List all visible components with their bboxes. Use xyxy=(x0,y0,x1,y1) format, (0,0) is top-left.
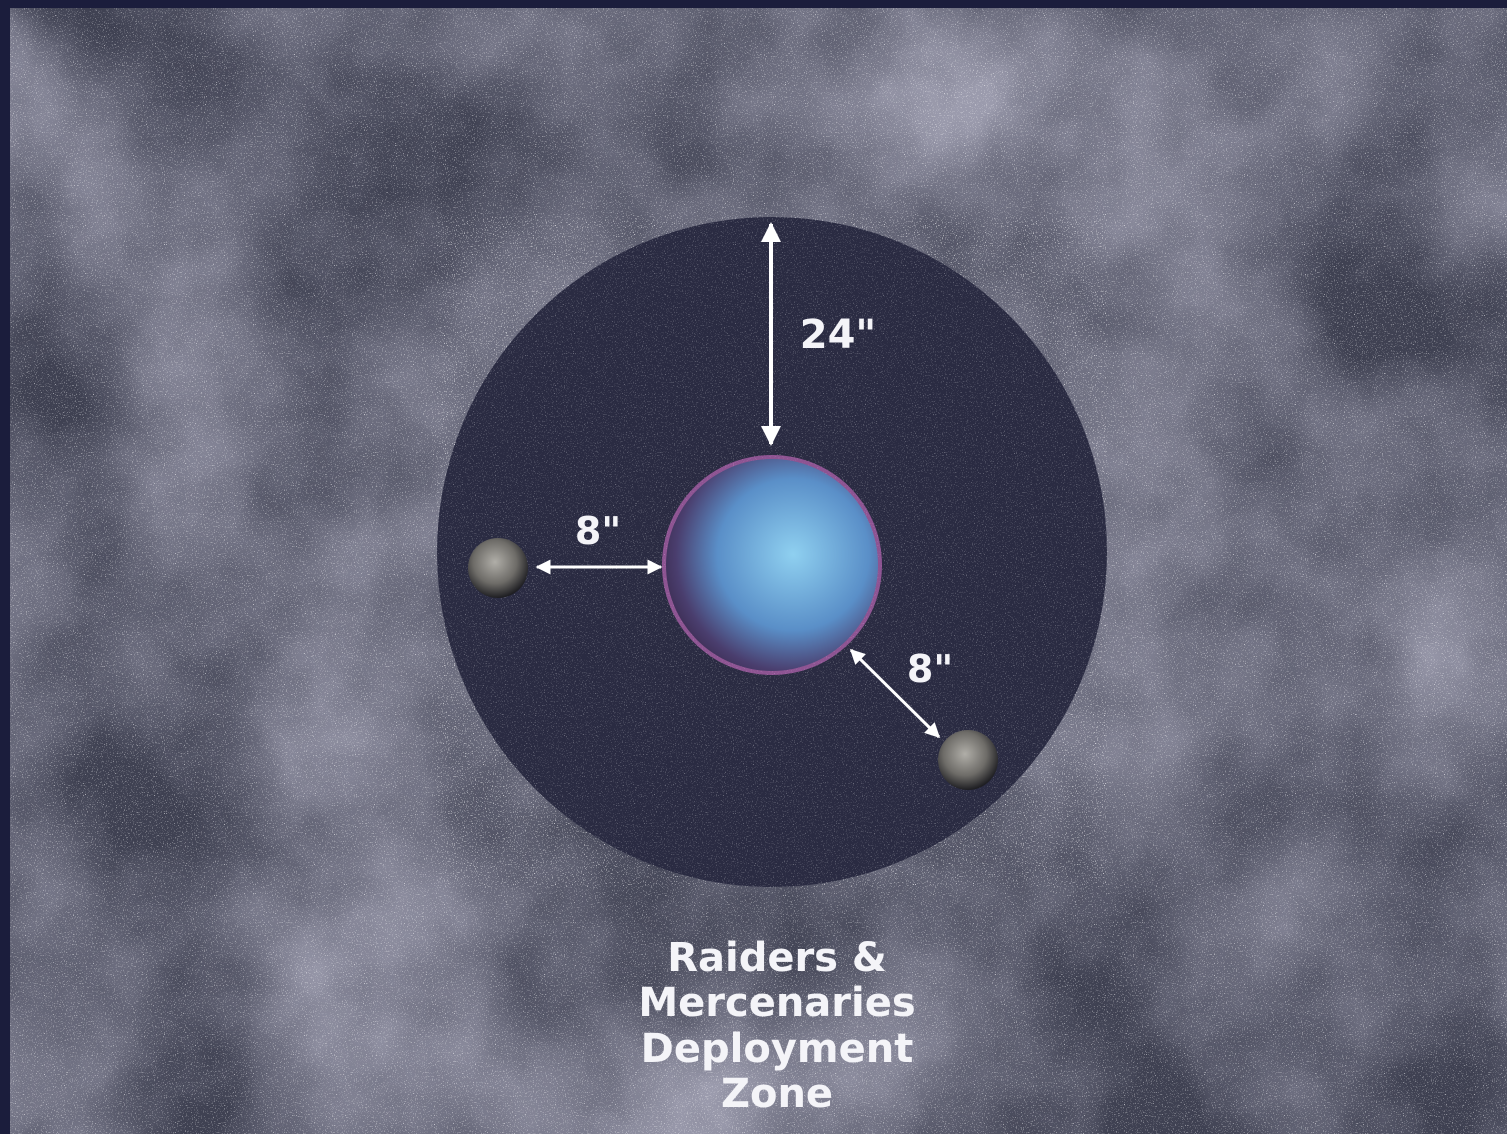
moon xyxy=(938,730,998,790)
distance-label: 24" xyxy=(800,312,877,358)
zone-title: Zone xyxy=(721,1071,833,1117)
zone-title: Raiders & xyxy=(667,935,887,981)
planet xyxy=(666,459,878,671)
zone-title: Deployment xyxy=(641,1026,914,1072)
arrow xyxy=(849,648,941,739)
zone-title: Mercenaries xyxy=(638,980,915,1026)
distance-label: 8" xyxy=(575,509,621,553)
moon xyxy=(468,538,528,598)
distance-label: 8" xyxy=(907,647,953,691)
